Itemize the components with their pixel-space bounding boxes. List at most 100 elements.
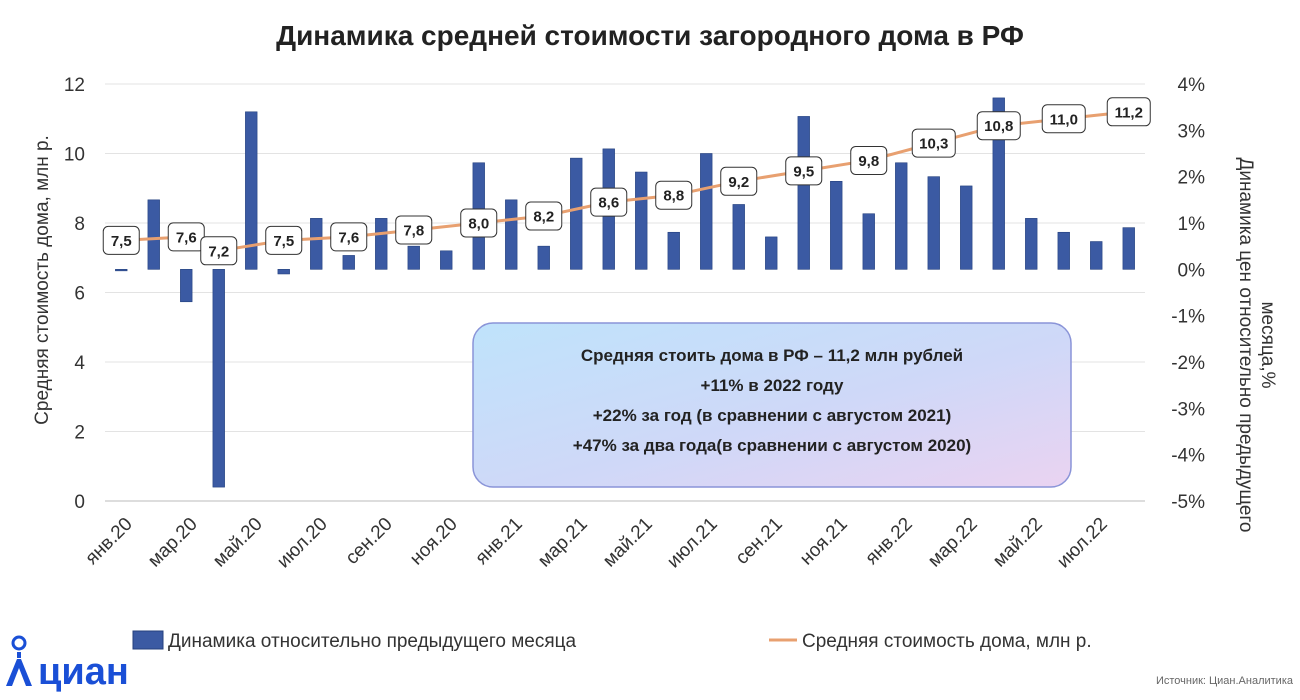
x-tick-label: июл.20 — [273, 514, 332, 573]
x-tick-label: мар.21 — [534, 514, 592, 572]
data-label: 11,0 — [1041, 104, 1086, 134]
bar — [180, 269, 193, 303]
annotation-line-4: +47% за два года(в сравнении с августом … — [573, 436, 971, 455]
y2-axis-label-line1: Динамика цен относительно предыдущего — [1235, 158, 1256, 533]
y2-tick-label: 2% — [1178, 168, 1206, 189]
bar — [830, 181, 843, 270]
data-label: 8,6 — [590, 187, 628, 217]
data-label-box — [976, 111, 1021, 141]
data-label-text: 11,0 — [1050, 111, 1078, 128]
x-tick-label: сен.21 — [732, 514, 787, 569]
data-label-text: 7,8 — [403, 222, 424, 239]
bar — [927, 176, 940, 270]
y2-axis-label-line2: месяца,% — [1257, 301, 1278, 388]
y-tick-label: 0 — [74, 492, 85, 513]
y-axis-label: Средняя стоимость дома, млн р. — [32, 135, 53, 425]
x-axis-ticks: янв.20 мар.20 май.20 июл.20 сен.20 ноя.20 янв.… — [81, 514, 1111, 573]
data-label-box — [200, 236, 238, 266]
bar — [765, 236, 778, 270]
x-tick-label: июл.21 — [663, 514, 722, 573]
x-tick-label: янв.22 — [861, 514, 916, 569]
y2-tick-label: -2% — [1171, 353, 1205, 374]
bar — [732, 204, 745, 270]
legend-line-label: Средняя стоимость дома, млн р. — [802, 631, 1092, 652]
data-label-box — [655, 180, 693, 210]
data-label-text: 8,2 — [533, 209, 554, 226]
y2-tick-label: 0% — [1178, 260, 1206, 281]
y2-tick-label: 4% — [1178, 75, 1206, 96]
bar — [310, 218, 323, 270]
data-label: 10,8 — [976, 111, 1021, 141]
data-label-text: 7,6 — [338, 229, 359, 246]
bar — [700, 153, 713, 270]
source-note: Источник: Циан.Аналитика — [1156, 675, 1294, 687]
y2-tick-label: -5% — [1171, 492, 1205, 513]
bar — [147, 199, 160, 270]
data-label-box — [1106, 97, 1151, 127]
data-label-box — [1041, 104, 1086, 134]
y-tick-label: 6 — [74, 284, 85, 305]
bar — [862, 213, 875, 270]
y2-tick-label: 1% — [1178, 214, 1206, 235]
x-tick-label: ноя.21 — [796, 514, 852, 570]
bar — [960, 185, 973, 270]
cian-logo: циан — [6, 635, 129, 693]
data-label: 9,5 — [785, 156, 823, 186]
bar — [635, 171, 648, 270]
data-label: 8,8 — [655, 180, 693, 210]
x-tick-label: июл.22 — [1053, 514, 1112, 573]
data-label-text: 7,5 — [273, 233, 294, 250]
data-label-box — [785, 156, 823, 186]
bar — [1057, 231, 1070, 270]
data-label-text: 8,6 — [598, 195, 619, 212]
y-tick-label: 2 — [74, 423, 85, 444]
data-label: 7,5 — [265, 225, 303, 255]
data-label: 11,2 — [1106, 97, 1151, 127]
data-label-box — [395, 215, 433, 245]
x-tick-label: май.22 — [989, 514, 1047, 572]
data-label: 7,2 — [200, 236, 238, 266]
bar — [375, 218, 388, 270]
data-label: 7,8 — [395, 215, 433, 245]
logo-text: циан — [38, 651, 129, 693]
x-tick-label: май.21 — [599, 514, 657, 572]
bar — [1025, 218, 1038, 270]
y-axis-ticks: 0 2 4 6 8 10 12 — [64, 75, 86, 513]
bar — [667, 231, 680, 270]
data-label-text: 10,3 — [919, 136, 948, 153]
data-label-text: 10,8 — [984, 118, 1013, 135]
bar — [797, 116, 810, 270]
data-label: 8,2 — [525, 201, 563, 231]
data-label: 9,2 — [720, 166, 758, 196]
legend-bar-swatch — [132, 630, 164, 650]
y-tick-label: 10 — [64, 145, 85, 166]
bar — [440, 250, 453, 270]
x-tick-label: май.20 — [209, 514, 267, 572]
data-label-box — [590, 187, 628, 217]
x-tick-label: янв.21 — [471, 514, 526, 569]
data-label-text: 8,0 — [468, 216, 489, 233]
annotation-box: Средняя стоить дома в РФ – 11,2 млн рубл… — [472, 322, 1072, 488]
x-tick-label: мар.20 — [144, 514, 202, 572]
data-label: 9,8 — [850, 145, 888, 175]
y2-tick-label: -4% — [1171, 446, 1205, 467]
bar — [245, 111, 258, 270]
data-label: 7,6 — [330, 222, 368, 252]
annotation-line-3: +22% за год (в сравнении с августом 2021… — [593, 406, 952, 425]
bar — [895, 162, 908, 270]
data-label: 7,5 — [102, 225, 140, 255]
bar — [277, 269, 290, 275]
bar — [992, 97, 1005, 270]
legend: Динамика относительно предыдущего месяца… — [132, 630, 1092, 652]
data-label-text: 7,5 — [111, 233, 132, 250]
data-label-box — [265, 225, 303, 255]
bar — [537, 245, 550, 270]
cian-logo-icon — [6, 635, 32, 686]
chart-title: Динамика средней стоимости загородного д… — [276, 20, 1024, 51]
x-tick-label: мар.22 — [924, 514, 982, 572]
y-tick-label: 12 — [64, 75, 85, 96]
data-label-text: 11,2 — [1115, 104, 1143, 121]
data-label-text: 7,6 — [176, 229, 197, 246]
y-tick-label: 8 — [74, 214, 85, 235]
